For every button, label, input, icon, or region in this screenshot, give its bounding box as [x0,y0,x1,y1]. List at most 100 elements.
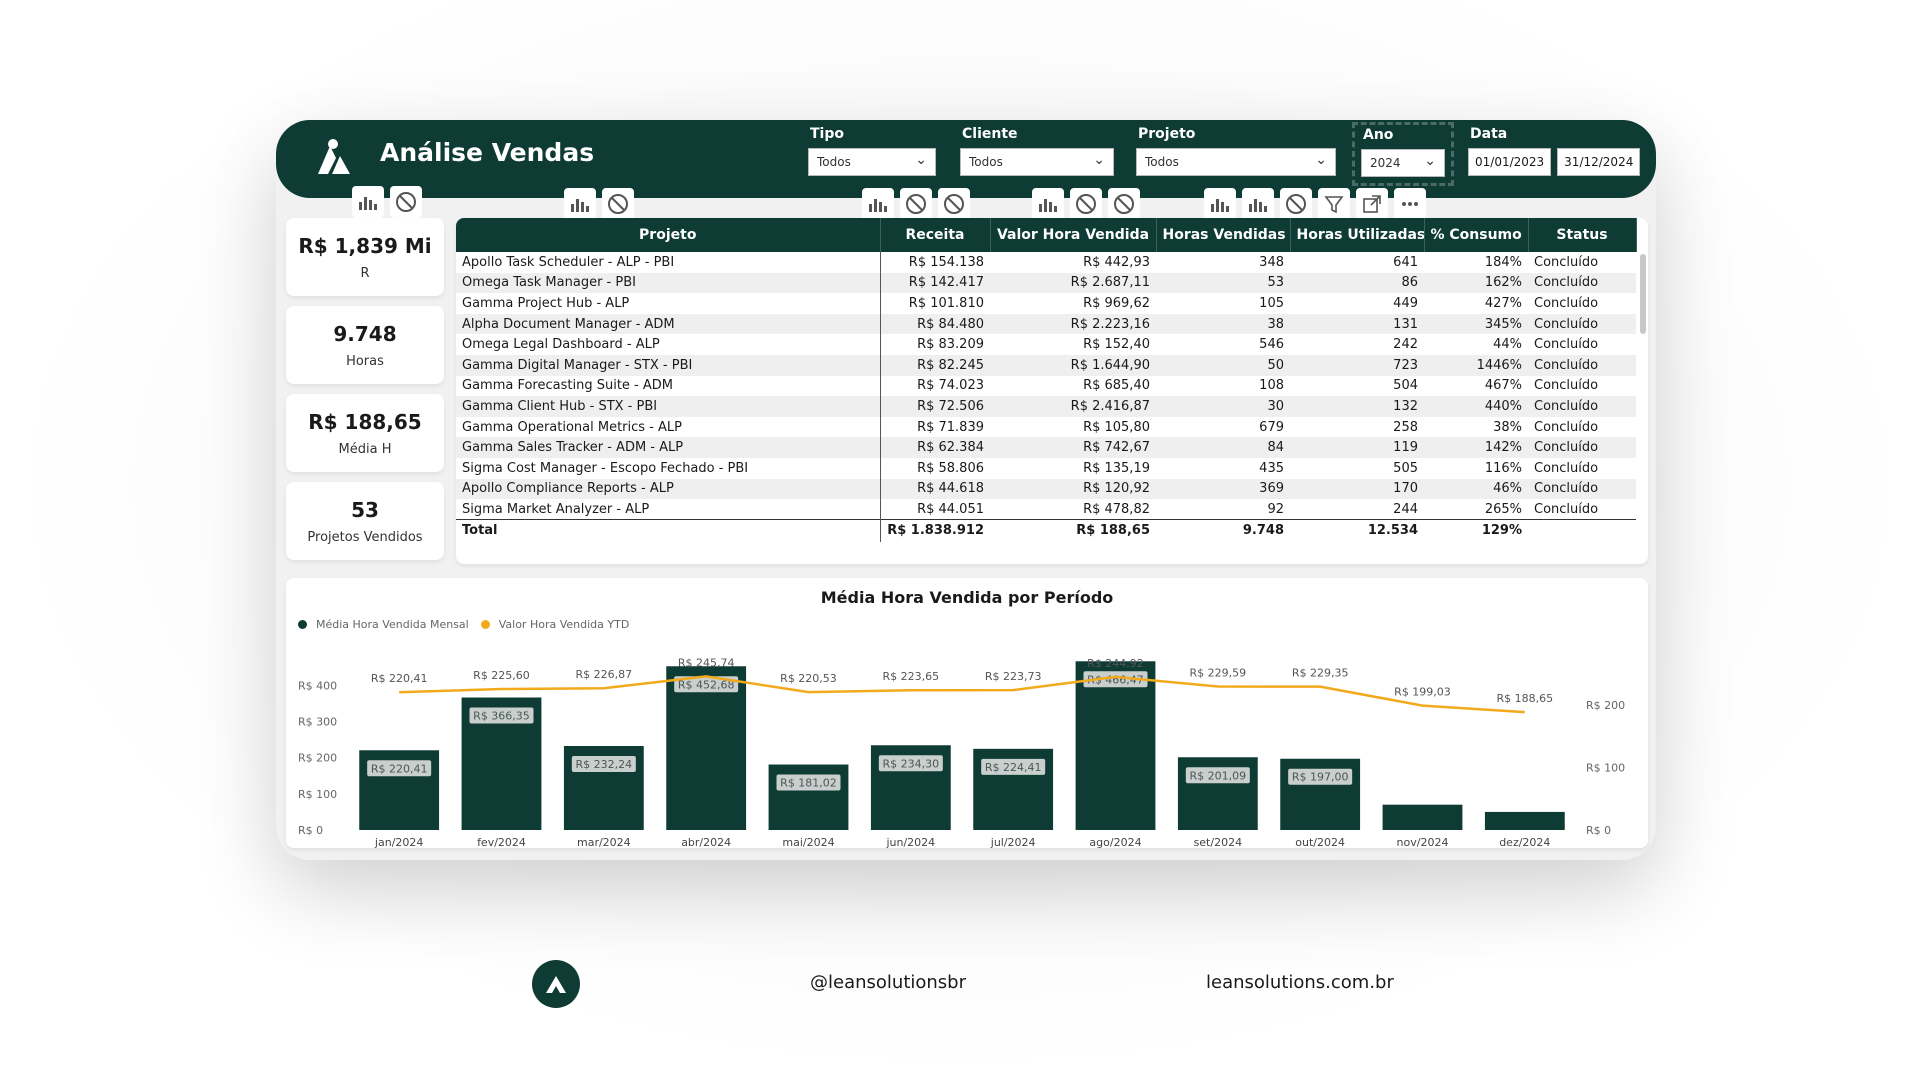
cell-status: Concluído [1528,478,1636,500]
cell-valor-hora: R$ 2.687,11 [990,272,1156,294]
slicer-tools-logo [352,186,422,218]
visual-chart-icon[interactable] [1204,188,1236,220]
total-horas-vendidas: 9.748 [1156,519,1290,542]
x-tick-label: ago/2024 [1089,836,1141,848]
bar [768,764,849,830]
bar-data-label: R$ 232,24 [576,758,633,771]
line-data-label: R$ 225,60 [473,669,530,682]
col-header-horas-utilizadas[interactable]: Horas Utilizadas [1290,218,1425,252]
cell-receita: R$ 83.209 [917,337,984,353]
col-header-projeto[interactable]: Projeto [456,218,881,252]
visual-chart-icon[interactable] [1242,188,1274,220]
visual-chart-icon[interactable] [862,188,894,220]
legend-ytd[interactable]: Valor Hora Vendida YTD [498,618,630,631]
brand-logo-icon [318,139,350,174]
bar-label-bg [1185,767,1250,784]
disable-icon[interactable] [602,188,634,220]
cell-receita: R$ 142.417 [880,272,990,294]
cell-status: Concluído [1534,254,1599,270]
cell-valor-hora: R$ 969,62 [1083,295,1150,311]
visual-chart-icon[interactable] [352,186,384,218]
cell-consumo: 38% [1493,419,1522,435]
cell-receita: R$ 62.384 [880,437,990,458]
cell-projeto: Gamma Client Hub - STX - PBI [456,396,881,417]
y-left-tick: R$ 100 [298,788,337,801]
cell-consumo: 162% [1424,272,1528,294]
legend-mensal[interactable]: Média Hora Vendida Mensal [316,618,469,631]
cell-horas-utilizadas: 244 [1393,501,1418,517]
visual-chart-icon[interactable] [1032,188,1064,220]
disable-icon[interactable] [900,188,932,220]
table-row[interactable]: Sigma Market Analyzer - ALP R$ 44.051 R$ 4… [456,499,1636,520]
cell-receita: R$ 74.023 [917,378,984,394]
table-scrollbar[interactable] [1640,254,1646,334]
table-row[interactable]: Gamma Project Hub - ALP R$ 101.810 R$ 969,… [456,293,1636,314]
filter-icon[interactable] [1318,188,1350,220]
col-header-valor-hora[interactable]: Valor Hora Vendida [990,218,1157,252]
disable-icon[interactable] [1280,188,1312,220]
table-row[interactable]: Apollo Compliance Reports - ALP R$ 44.618… [456,478,1636,500]
filter-cliente-select[interactable]: Todos ⌄ [960,148,1114,176]
filter-ano-select[interactable]: 2024 ⌄ [1361,149,1445,177]
cell-projeto: Gamma Project Hub - ALP [456,293,881,314]
table-header-row: Projeto Receita Valor Hora Vendida Horas… [456,218,1637,252]
y-right-tick: R$ 0 [1586,824,1611,837]
table-row[interactable]: Omega Legal Dashboard - ALP R$ 83.209 R$ 1… [456,334,1636,355]
col-header-horas-vendidas[interactable]: Horas Vendidas [1156,218,1291,252]
date-start-input[interactable]: 01/01/2023 [1468,148,1552,176]
combo-chart: R$ 0 R$ 100 R$ 200 R$ 300 R$ 400 R$ 0 R$ 100 R$… [298,656,1625,848]
footer-site[interactable]: leansolutions.com.br [1206,972,1394,993]
disable-icon[interactable] [938,188,970,220]
table-row[interactable]: Omega Task Manager - PBI R$ 142.417 R$ 2.6… [456,272,1636,294]
line-data-label: R$ 244,92 [1087,657,1144,670]
bar-data-label: R$ 197,00 [1292,771,1349,784]
table-row[interactable]: Gamma Digital Manager - STX - PBI R$ 82.2… [456,354,1636,376]
y-left-tick: R$ 200 [298,752,337,765]
bar [1382,804,1463,830]
kpi-receita-card: R$ 1,839 Mi R [286,218,444,296]
table-row[interactable]: Gamma Forecasting Suite - ADM R$ 74.023 R$… [456,375,1636,397]
cell-horas-vendidas: 369 [1156,478,1290,500]
bar-data-label: R$ 181,02 [780,777,837,790]
disable-icon[interactable] [1070,188,1102,220]
table-row[interactable]: Sigma Cost Manager - Escopo Fechado - PB… [456,457,1636,479]
col-header-receita[interactable]: Receita [880,218,991,252]
table-row[interactable]: Apollo Task Scheduler - ALP - PBI R$ 154.… [456,252,1636,273]
visual-chart-icon[interactable] [564,188,596,220]
dashboard-card: Análise Vendas Tipo Todos ⌄ Cliente Todos… [276,120,1656,860]
disable-icon[interactable] [1108,188,1140,220]
col-header-status[interactable]: Status [1528,218,1637,252]
more-options-icon[interactable] [1394,188,1426,220]
filter-projeto-select[interactable]: Todos ⌄ [1136,148,1336,176]
date-end-input[interactable]: 31/12/2024 [1557,148,1641,176]
cell-horas-utilizadas: 86 [1290,272,1424,294]
cell-status: Concluído [1528,396,1636,417]
cell-projeto: Sigma Market Analyzer - ALP [456,499,881,520]
cell-horas-vendidas: 679 [1259,419,1284,435]
line-data-label: R$ 220,53 [780,672,837,685]
filter-tipo-select[interactable]: Todos ⌄ [808,148,936,176]
bar-label-bg [1083,671,1148,688]
filter-projeto-value: Todos [1145,155,1179,169]
table-row[interactable]: Gamma Operational Metrics - ALP R$ 71.839… [456,416,1636,438]
table-row[interactable]: Alpha Document Manager - ADM R$ 84.480 R$ … [456,313,1636,335]
line-data-label: R$ 245,74 [678,656,735,669]
cell-consumo: 184% [1484,254,1522,270]
cell-projeto: Sigma Cost Manager - Escopo Fechado - PB… [456,457,881,479]
focus-mode-icon[interactable] [1356,188,1388,220]
legend-dot-ytd [480,620,490,629]
filter-ano-label: Ano [1363,127,1394,143]
cell-projeto: Alpha Document Manager - ADM [456,313,881,335]
cell-consumo: 44% [1493,337,1522,353]
table-row[interactable]: Gamma Sales Tracker - ADM - ALP R$ 62.384… [456,437,1636,458]
bar-label-bg [1288,768,1353,785]
line-data-label: R$ 199,03 [1394,686,1451,699]
filter-ano: Ano 2024 ⌄ [1352,122,1454,186]
cell-receita: R$ 154.138 [908,254,984,270]
cell-horas-vendidas: 108 [1259,378,1284,394]
disable-icon[interactable] [390,186,422,218]
col-header-consumo[interactable]: % Consumo [1424,218,1529,252]
footer-handle[interactable]: @leansolutionsbr [810,972,966,993]
cell-horas-utilizadas: 170 [1290,478,1424,500]
table-row[interactable]: Gamma Client Hub - STX - PBI R$ 72.506 R$ … [456,396,1636,417]
